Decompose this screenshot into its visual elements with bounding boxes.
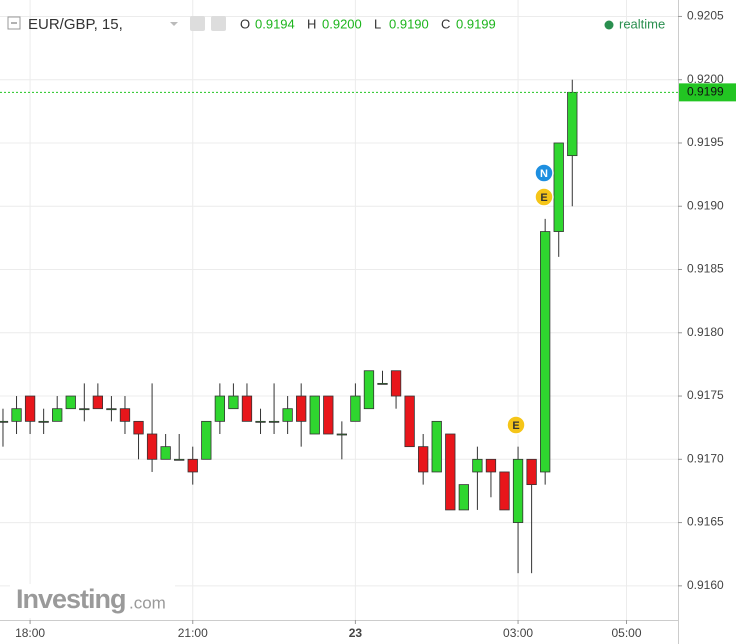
y-tick-label: 0.9170 xyxy=(687,451,724,465)
y-tick-label: 0.9180 xyxy=(687,325,724,339)
status: realtime xyxy=(619,16,665,31)
event-label: E xyxy=(540,192,547,204)
dropdown[interactable] xyxy=(170,22,178,26)
candle-body xyxy=(485,458,497,473)
y-tick-label: 0.9200 xyxy=(687,72,724,86)
candle-body xyxy=(363,370,375,410)
settings-icon[interactable] xyxy=(211,16,226,31)
event-label: N xyxy=(540,168,548,180)
candle-body xyxy=(174,458,185,461)
ohlc-label: O xyxy=(240,16,250,31)
event-marker xyxy=(534,187,554,207)
candle-body xyxy=(309,395,320,435)
candle-body xyxy=(268,420,280,423)
candle-body xyxy=(11,408,22,422)
candle-body xyxy=(336,433,347,436)
x-tick-label: 03:00 xyxy=(503,626,533,640)
candle-body xyxy=(553,142,564,232)
candle-body xyxy=(92,395,104,410)
y-tick-label: 0.9165 xyxy=(687,515,724,529)
status-dot xyxy=(604,20,614,30)
candle-body xyxy=(445,433,456,511)
candle-body xyxy=(526,458,537,486)
candle-body xyxy=(499,471,510,511)
y-tick-label: 0.9205 xyxy=(687,9,724,23)
ohlc-label: H xyxy=(307,16,316,31)
candle-body xyxy=(404,395,415,448)
last-price-label: 0.9199 xyxy=(687,85,724,99)
settings-icon[interactable] xyxy=(190,16,205,31)
y-tick-label: 0.9160 xyxy=(687,578,724,592)
candle-body xyxy=(146,433,158,460)
event-marker xyxy=(534,163,554,183)
candle-body xyxy=(79,408,90,411)
ohlc-value: 0.9190 xyxy=(389,16,429,31)
candle-body xyxy=(160,446,171,460)
ohlc-value: 0.9199 xyxy=(456,16,496,31)
x-tick-label: 21:00 xyxy=(178,626,208,640)
candle-body xyxy=(228,395,239,410)
ohlc-value: 0.9194 xyxy=(255,16,295,31)
candle-body xyxy=(119,408,131,422)
candle-body xyxy=(472,458,483,473)
candle-body xyxy=(296,395,307,422)
candle-body xyxy=(458,484,469,511)
candle-body xyxy=(567,91,578,157)
candle-body xyxy=(24,395,36,422)
event-marker xyxy=(506,415,526,435)
logo-bg xyxy=(10,584,175,618)
candle-body xyxy=(255,420,266,423)
ohlc-label: C xyxy=(441,16,450,31)
candle-body xyxy=(187,458,198,473)
candle-body xyxy=(106,408,117,411)
brand: Investing xyxy=(16,584,126,614)
y-tick-label: 0.9175 xyxy=(687,388,724,402)
y-tick-label: 0.9195 xyxy=(687,135,724,149)
brand-suffix: .com xyxy=(129,593,166,612)
candle-body xyxy=(323,395,334,435)
y-tick-label: 0.9185 xyxy=(687,262,724,276)
candle-body xyxy=(350,395,361,422)
brand-logo: Investing .com xyxy=(10,584,175,618)
y-tick-label: 0.9190 xyxy=(687,198,724,212)
symbol: EUR/GBP, 15, xyxy=(28,16,123,33)
candle-body xyxy=(431,420,442,473)
event-label: E xyxy=(512,420,519,432)
x-tick-label: 18:00 xyxy=(15,626,45,640)
candle-body xyxy=(540,231,551,473)
candle-body xyxy=(133,420,144,435)
candle-body xyxy=(241,395,253,422)
candle-body xyxy=(390,370,402,397)
candle-body xyxy=(38,420,49,423)
candle-body xyxy=(418,446,429,473)
candle-body xyxy=(377,382,388,385)
ohlc-label: L xyxy=(374,16,381,31)
candle-body xyxy=(282,408,293,422)
candle-body xyxy=(201,420,212,460)
x-tick-label: 23 xyxy=(349,626,363,640)
header: EUR/GBP, 15, O 0.9194 H 0.9200 L 0.9190 C 0.919… xyxy=(7,16,665,33)
last-price-tag xyxy=(679,83,736,102)
x-tick-label: 05:00 xyxy=(611,626,641,640)
candle-body xyxy=(52,408,63,422)
candle-body xyxy=(214,395,225,422)
candle-body xyxy=(512,458,524,523)
candle-body xyxy=(65,395,76,410)
candle-body xyxy=(0,420,9,423)
ohlc-value: 0.9200 xyxy=(322,16,362,31)
